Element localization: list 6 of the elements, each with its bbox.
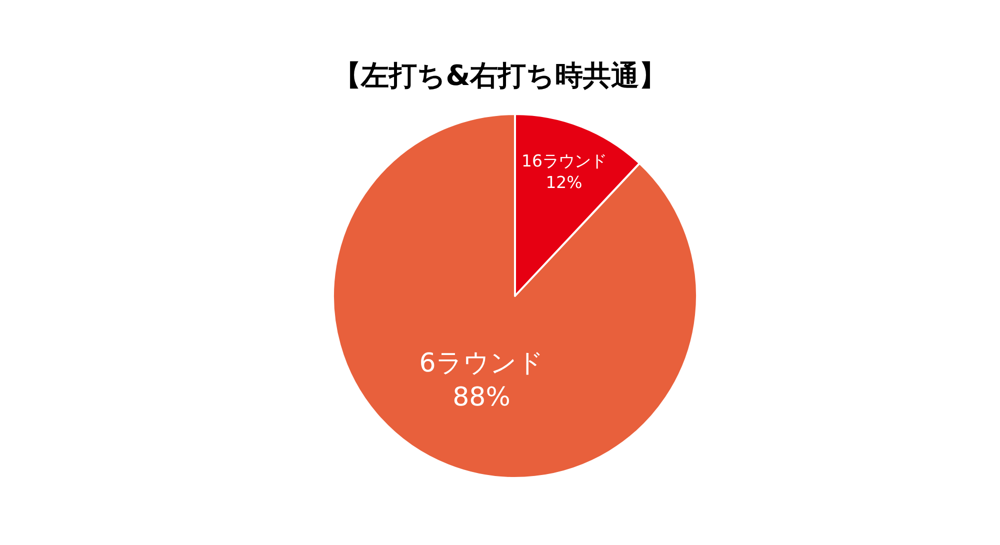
chart-title: 【左打ち&右打ち時共通】 bbox=[332, 58, 668, 92]
pie-slice bbox=[332, 113, 698, 479]
data-label: 12% bbox=[546, 173, 582, 192]
slice-label: 6ラウンド bbox=[419, 348, 544, 379]
slice-label: 16ラウンド bbox=[522, 152, 606, 171]
data-label: 88% bbox=[452, 382, 510, 413]
